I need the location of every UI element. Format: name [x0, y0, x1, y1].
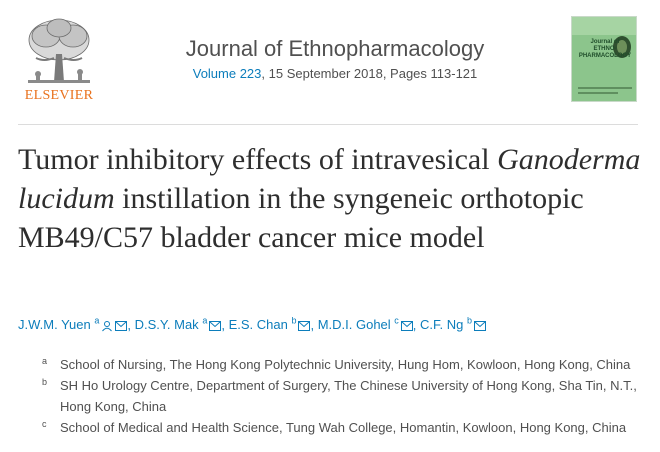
- journal-info: Journal of Ethnopharmacology Volume 223,…: [120, 36, 550, 81]
- article-title: Tumor inhibitory effects of intravesical…: [18, 143, 641, 254]
- article-header: ELSEVIER Journal of Ethnopharmacology Vo…: [0, 0, 660, 124]
- affiliation-mark: c: [42, 419, 47, 429]
- header-divider: [18, 124, 638, 125]
- journal-cover-thumbnail[interactable]: Journal of ETHNO- PHARMACOLOGY: [571, 16, 637, 102]
- affiliation-text: School of Medical and Health Science, Tu…: [60, 420, 627, 435]
- affiliation-text: School of Nursing, The Hong Kong Polytec…: [60, 357, 631, 372]
- envelope-icon[interactable]: [115, 320, 128, 331]
- cover-art-icon: [572, 17, 636, 101]
- affiliation-item: c School of Medical and Health Science, T…: [42, 417, 642, 438]
- affiliation-text: SH Ho Urology Centre, Department of Surg…: [60, 378, 637, 414]
- author-link[interactable]: C.F. Ng b: [420, 316, 487, 332]
- elsevier-tree-icon: [18, 14, 100, 88]
- author-list: J.W.M. Yuen a, D.S.Y. Mak a, E.S. Chan b…: [18, 312, 648, 334]
- author-link[interactable]: D.S.Y. Mak a: [135, 316, 222, 332]
- envelope-icon[interactable]: [209, 320, 222, 331]
- journal-issue-info: Volume 223, 15 September 2018, Pages 113…: [120, 66, 550, 81]
- affiliation-mark: b: [42, 377, 48, 387]
- species-name: Ganoderma lucidum: [18, 143, 641, 215]
- volume-link[interactable]: Volume 223: [192, 66, 262, 81]
- envelope-icon[interactable]: [400, 320, 413, 331]
- journal-title[interactable]: Journal of Ethnopharmacology: [185, 36, 485, 61]
- affiliation-item: b SH Ho Urology Centre, Department of Sur…: [42, 375, 642, 417]
- issue-date-pages: , 15 September 2018, Pages 113-121: [261, 66, 478, 81]
- publisher-name: ELSEVIER: [24, 88, 94, 103]
- author-link[interactable]: M.D.I. Gohel c: [318, 316, 413, 332]
- author-link[interactable]: E.S. Chan b: [229, 316, 311, 332]
- envelope-icon[interactable]: [474, 320, 487, 331]
- author-link[interactable]: J.W.M. Yuen a: [18, 316, 128, 332]
- envelope-icon[interactable]: [298, 320, 311, 331]
- affiliation-list: a School of Nursing, The Hong Kong Polyte…: [42, 354, 642, 438]
- cover-title: Journal of ETHNO- PHARMACOLOGY: [578, 39, 632, 59]
- affiliation-mark: a: [42, 356, 48, 366]
- person-icon[interactable]: [101, 320, 113, 332]
- elsevier-logo[interactable]: ELSEVIER: [18, 14, 100, 106]
- affiliation-item: a School of Nursing, The Hong Kong Polyte…: [42, 354, 642, 375]
